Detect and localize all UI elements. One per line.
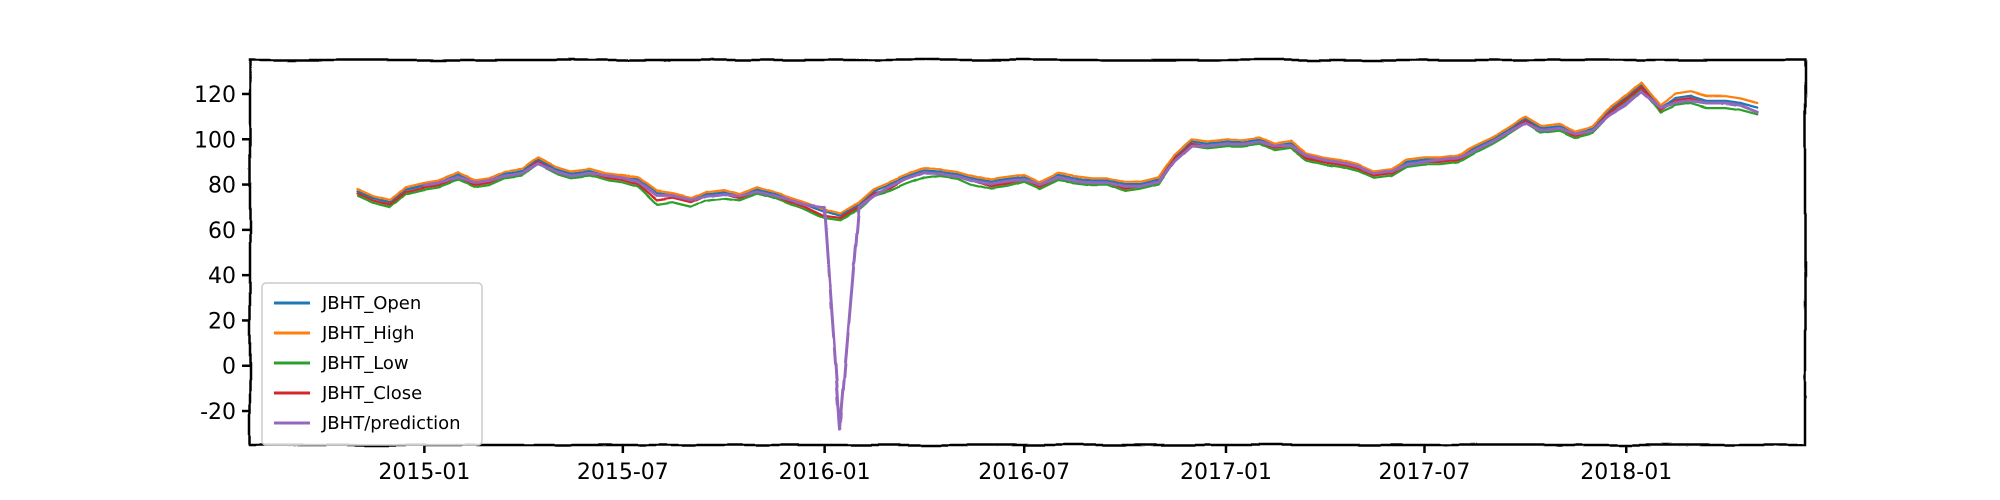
x-tick-label: 2016-07 — [978, 460, 1070, 485]
x-tick-label: 2018-01 — [1580, 460, 1672, 485]
y-tick-label: 80 — [208, 174, 236, 199]
legend-label-jbht-close: JBHT_Close — [321, 383, 422, 404]
legend-label-jbht-high: JBHT_High — [321, 323, 415, 344]
plot-frame — [248, 58, 1807, 447]
y-tick-label: 0 — [222, 355, 236, 380]
x-tick-label: 2017-01 — [1180, 460, 1272, 485]
y-tick-label: 120 — [194, 83, 236, 108]
plot-area — [250, 60, 1805, 445]
x-tick-label: 2015-07 — [577, 460, 669, 485]
y-tick-label: 60 — [208, 219, 236, 244]
y-axis: 120 100 80 60 40 20 0 -20 — [194, 83, 250, 425]
x-tick-label: 2016-01 — [779, 460, 871, 485]
legend-label-jbht-open: JBHT_Open — [321, 293, 421, 314]
series-line-jbht-prediction — [422, 90, 1760, 431]
y-tick-label: -20 — [200, 400, 236, 425]
x-tick-label: 2017-07 — [1379, 460, 1471, 485]
x-tick-label: 2015-01 — [378, 460, 470, 485]
legend-box — [261, 282, 483, 446]
series-line-jbht-high — [356, 81, 1759, 216]
legend: JBHT_Open JBHT_High JBHT_Low JBHT_Close JBHT… — [261, 282, 483, 446]
legend-label-jbht-prediction: JBHT/prediction — [321, 413, 461, 434]
y-tick-label: 100 — [194, 128, 236, 153]
y-tick-label: 40 — [208, 264, 236, 289]
series-line-jbht-open — [356, 83, 1759, 218]
x-axis: 2015-01 2015-07 2016-01 2016-07 2017-01 2017-… — [378, 445, 1672, 485]
series-layer — [356, 81, 1760, 431]
y-tick-label: 20 — [208, 309, 236, 334]
legend-label-jbht-low: JBHT_Low — [321, 353, 409, 374]
